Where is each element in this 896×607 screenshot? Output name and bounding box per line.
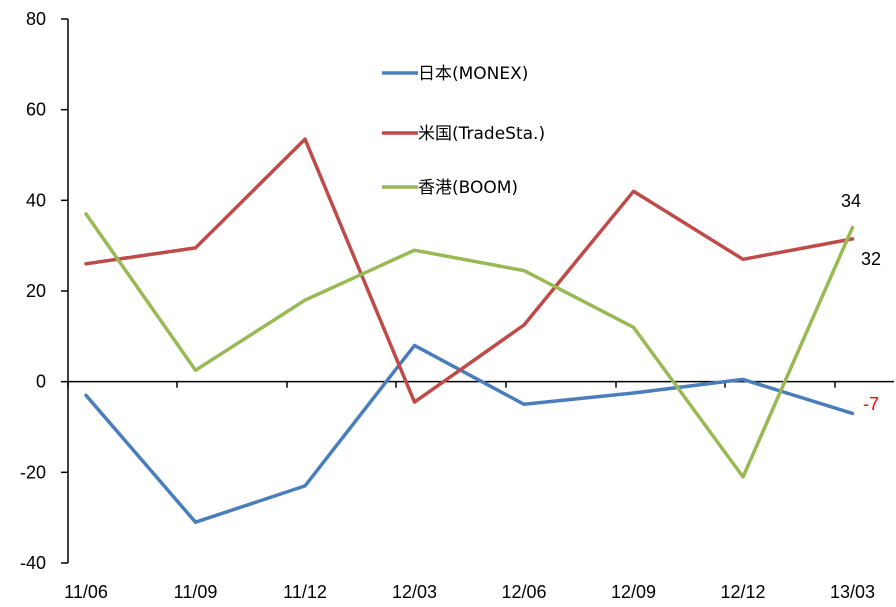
data-labels: 34 32 -7 (841, 191, 881, 414)
y-tick-label: 80 (26, 9, 46, 29)
y-tick-label: -20 (20, 462, 46, 482)
data-label-32: 32 (861, 249, 881, 269)
y-tick-label: -40 (20, 553, 46, 573)
x-tick-label: 11/09 (174, 582, 218, 602)
x-tick-label: 12/03 (392, 582, 437, 602)
y-tick-label: 40 (26, 190, 46, 210)
series-lines (84, 137, 855, 524)
x-tick-label: 13/03 (830, 582, 875, 602)
data-label-minus-7: -7 (863, 394, 879, 414)
x-tick-label: 12/12 (720, 582, 765, 602)
y-tick-label: 20 (26, 281, 46, 301)
data-label-34: 34 (841, 191, 861, 211)
series-line (84, 343, 855, 524)
axes: 80 60 40 20 0 -20 -40 11/06 11/09 11/12 12/03 12/06… (20, 9, 894, 602)
x-tick-label: 12/09 (611, 582, 656, 602)
y-tick-label: 60 (26, 100, 46, 120)
series-line (84, 137, 855, 404)
legend: 日本(MONEX) 米国(TradeSta.) 香港(BOOM) (382, 64, 545, 198)
legend-label: 香港(BOOM) (418, 178, 518, 198)
x-tick-label: 11/12 (283, 582, 327, 602)
y-tick-label: 0 (36, 372, 46, 392)
x-tick-label: 11/06 (64, 582, 108, 602)
legend-label: 日本(MONEX) (418, 64, 528, 84)
series-line (84, 212, 855, 479)
legend-label: 米国(TradeSta.) (418, 124, 545, 144)
x-tick-label: 12/06 (501, 582, 546, 602)
